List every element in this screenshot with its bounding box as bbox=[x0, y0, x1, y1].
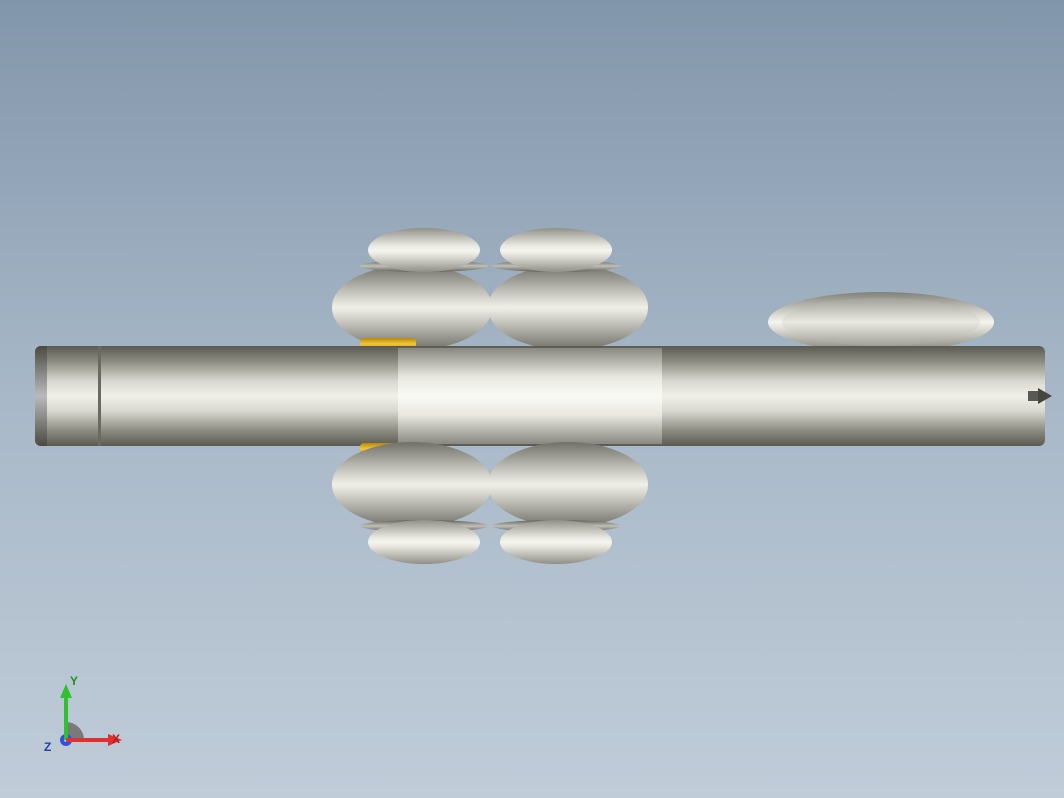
cad-viewport[interactable]: X Y Z bbox=[0, 0, 1064, 798]
cap-bottom-left bbox=[368, 520, 480, 564]
cap-bottom-right bbox=[500, 520, 612, 564]
shaft-end-left bbox=[35, 346, 47, 446]
cap-top-left bbox=[368, 228, 480, 272]
origin-marker-tip bbox=[1038, 388, 1052, 404]
x-axis-label: X bbox=[112, 732, 120, 746]
z-axis-label: Z bbox=[44, 740, 51, 754]
axis-triad[interactable]: X Y Z bbox=[48, 678, 128, 758]
shaft-center-face bbox=[398, 348, 662, 444]
triad-svg bbox=[48, 678, 128, 758]
cap-top-right bbox=[500, 228, 612, 272]
roller-bottom-right bbox=[488, 442, 648, 527]
roller-top-right bbox=[488, 265, 648, 350]
y-axis-label: Y bbox=[70, 674, 78, 688]
boss-right-inner bbox=[782, 298, 980, 346]
model-render[interactable] bbox=[0, 0, 1064, 798]
shaft-seam bbox=[98, 346, 101, 446]
roller-bottom-left bbox=[332, 442, 492, 527]
